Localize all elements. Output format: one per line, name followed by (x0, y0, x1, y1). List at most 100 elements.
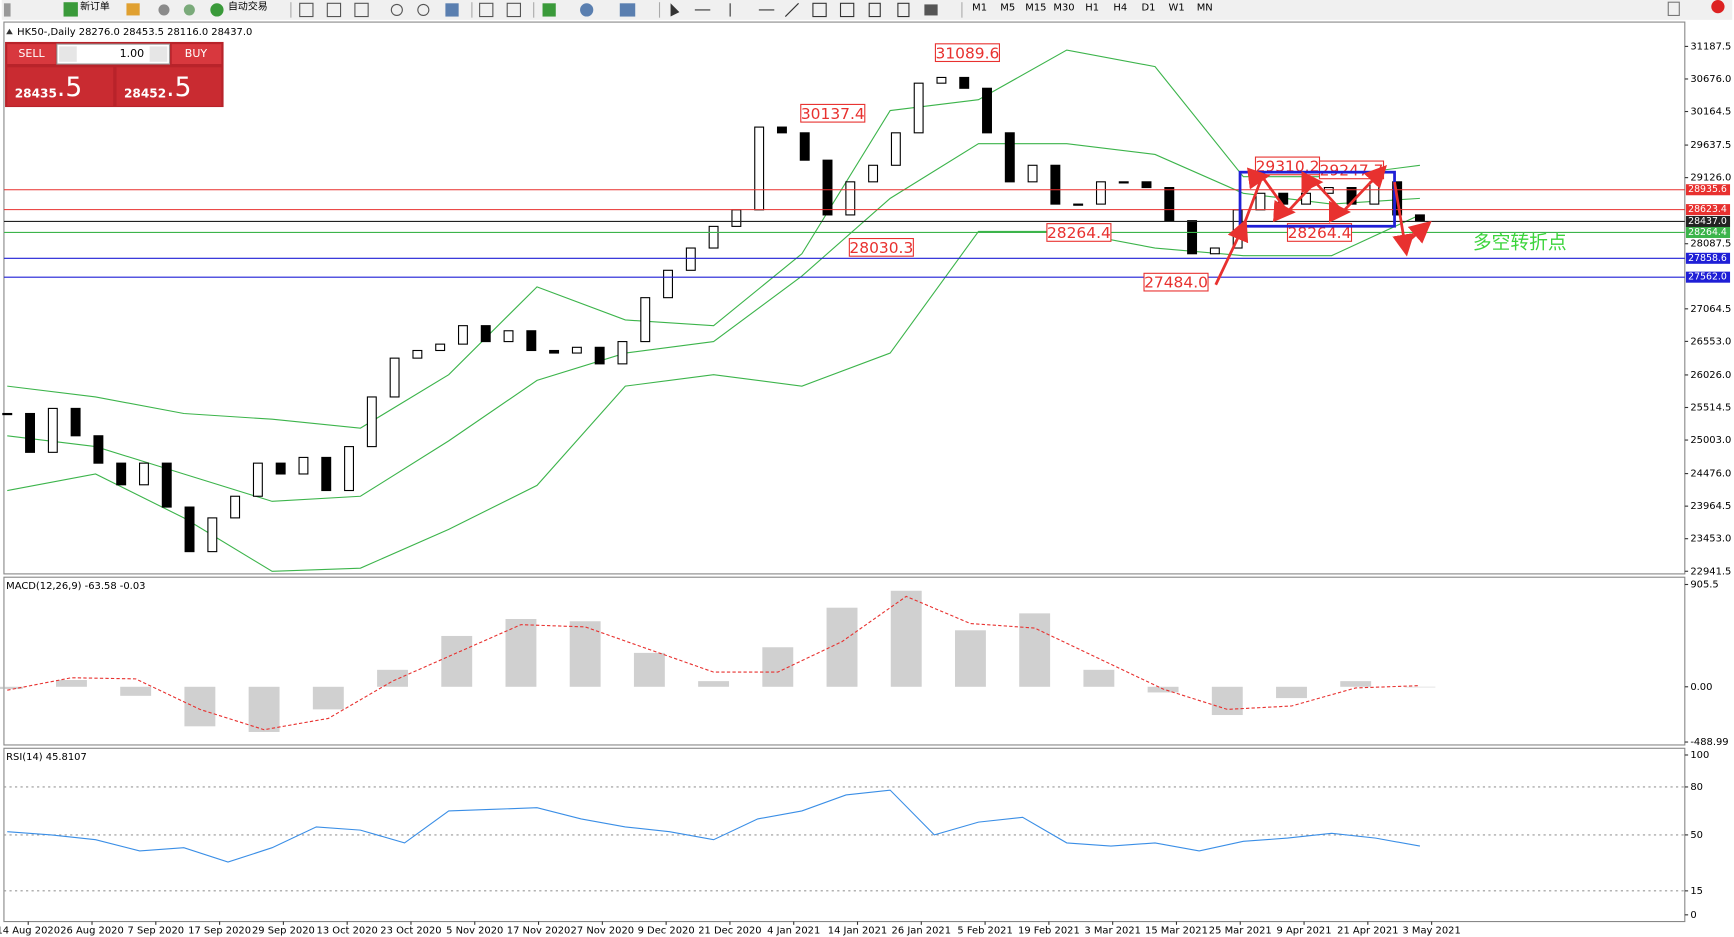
x-tick-label: 26 Jan 2021 (892, 925, 951, 936)
timeframe-button[interactable]: M1 (972, 3, 987, 14)
buy-price-box[interactable] (116, 67, 222, 106)
buy-price[interactable]: 28452 (124, 86, 166, 100)
macd-bar (0, 686, 23, 690)
candle (138, 462, 149, 486)
indicator-line (7, 214, 1421, 572)
annotation: 31089.6 (936, 44, 1000, 62)
timeframe-button[interactable]: W1 (1169, 3, 1185, 14)
candle (70, 407, 81, 437)
new-order-icon[interactable] (63, 2, 78, 17)
new-order-button[interactable]: 新订单 (80, 0, 110, 13)
price-tag-label: 28623.4 (1688, 204, 1727, 215)
candle (435, 343, 446, 352)
x-tick-label: 4 Jan 2021 (767, 925, 820, 936)
x-tick-label: 19 Feb 2021 (1018, 925, 1080, 936)
candle (1073, 203, 1084, 206)
timeframe-button[interactable]: M15 (1025, 3, 1046, 14)
x-tick-label: 26 Aug 2020 (60, 925, 124, 936)
icon[interactable] (158, 4, 170, 16)
x-tick-label: 14 Aug 2020 (0, 925, 60, 936)
collapse-arrow (6, 28, 13, 35)
price-tag (1685, 271, 1731, 283)
icon[interactable] (183, 4, 195, 16)
timeframe-button[interactable]: H1 (1085, 3, 1099, 14)
tool-icons[interactable] (299, 2, 938, 18)
price-tag-label: 28437.0 (1688, 216, 1727, 227)
x-tick-label: 3 Mar 2021 (1084, 925, 1141, 936)
candle (480, 325, 491, 343)
sell-price-box[interactable] (7, 67, 114, 106)
timeframe-button[interactable]: M30 (1053, 3, 1074, 14)
macd-bar (1276, 686, 1307, 699)
y-tick-label: 905.5 (1690, 579, 1718, 590)
candle (298, 456, 309, 475)
price-tag-label: 27858.6 (1688, 253, 1727, 264)
candle (116, 462, 127, 486)
y-tick-label: 23453.0 (1690, 534, 1731, 545)
timeframe-button[interactable]: D1 (1141, 3, 1155, 14)
icon[interactable] (1667, 1, 1680, 17)
notification-badge[interactable] (1711, 0, 1725, 14)
y-tick-label: 0.00 (1690, 682, 1712, 693)
macd-bar (1211, 686, 1243, 716)
timeframe-button[interactable]: M5 (1000, 3, 1015, 14)
candle (275, 462, 286, 475)
x-tick-label: 21 Dec 2020 (698, 925, 761, 936)
y-tick-label: 26026.0 (1690, 370, 1731, 381)
x-tick-label: 17 Sep 2020 (188, 925, 251, 936)
sell-price[interactable]: 28435 (15, 86, 57, 100)
price-tag (1685, 215, 1731, 227)
x-tick-label: 15 Mar 2021 (1145, 925, 1208, 936)
indicator-line (7, 49, 1421, 429)
macd-bar (633, 652, 665, 687)
candle (1004, 132, 1015, 183)
down-arrow (1392, 181, 1415, 257)
candle (252, 462, 263, 497)
candle (913, 82, 924, 134)
timeframe-bar: M1 M5 M15 M30 H1 H4 D1 W1 MN (972, 3, 1213, 14)
wave-arrows (1214, 165, 1387, 286)
separators (290, 2, 963, 18)
x-tick-label: 21 Apr 2021 (1337, 925, 1398, 936)
macd-bar (890, 590, 922, 687)
price-tag (1685, 226, 1731, 238)
icon[interactable] (126, 3, 140, 16)
candle (594, 346, 605, 365)
sell-fraction[interactable]: .5 (57, 72, 82, 103)
annotation: 28264.4 (1047, 224, 1111, 242)
lot-down[interactable] (59, 46, 77, 62)
auto-trading-button[interactable]: 自动交易 (228, 0, 268, 13)
candle (25, 412, 36, 453)
x-tick-label: 13 Oct 2020 (317, 925, 378, 936)
timeframe-button[interactable]: MN (1197, 3, 1213, 14)
price-tag (1685, 204, 1731, 216)
x-tick-label: 27 Nov 2020 (571, 925, 635, 936)
buy-button[interactable] (171, 44, 222, 65)
lot-field[interactable] (56, 43, 171, 65)
note: 多空转折点 (1473, 231, 1567, 253)
timeframe-button[interactable]: H4 (1113, 3, 1127, 14)
sell-button[interactable] (7, 44, 56, 65)
sell-label[interactable]: SELL (18, 47, 45, 60)
macd-bar (698, 681, 730, 687)
lot-value[interactable]: 1.00 (120, 47, 145, 60)
buy-fraction[interactable]: .5 (166, 72, 191, 103)
candle (412, 349, 423, 359)
candle (503, 330, 514, 343)
y-tick-label: 29637.5 (1690, 140, 1731, 151)
macd-bar (1083, 669, 1115, 687)
candle (640, 297, 651, 343)
indicator-line (7, 143, 1420, 502)
auto-trading-icon[interactable] (210, 3, 224, 17)
x-tick-label: 5 Feb 2021 (957, 925, 1012, 936)
price-tag-label: 28935.6 (1688, 184, 1727, 195)
indicator-line (7, 789, 1421, 863)
annotation: 29247.7 (1320, 161, 1384, 179)
candle (617, 341, 628, 365)
macd-bar (1340, 681, 1372, 687)
candle (1255, 192, 1266, 211)
candle (93, 435, 104, 464)
buy-label[interactable]: BUY (185, 47, 208, 60)
lot-up[interactable] (149, 46, 168, 62)
